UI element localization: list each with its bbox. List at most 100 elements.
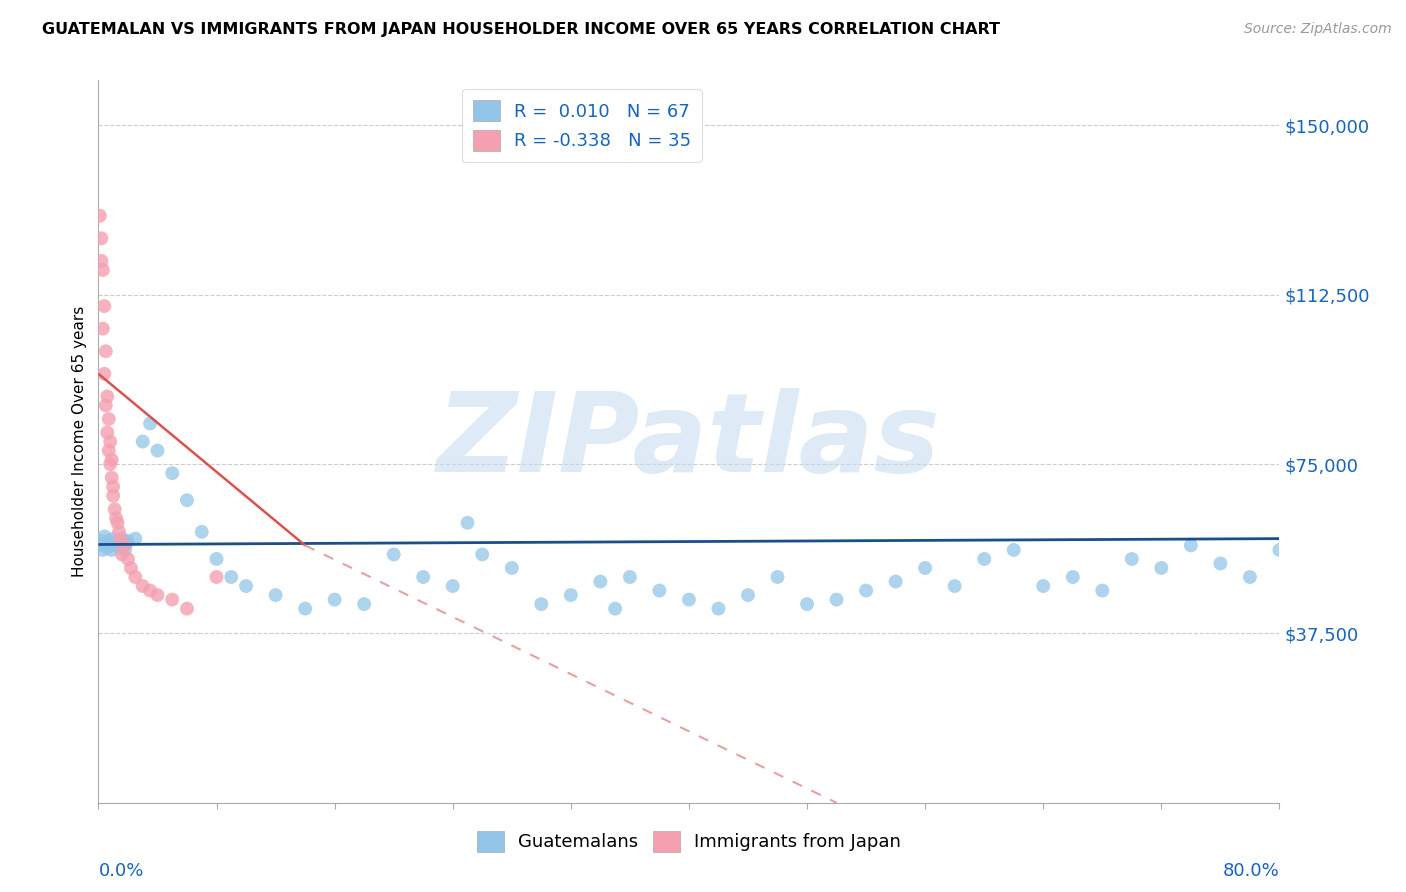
Text: ZIPatlas: ZIPatlas	[437, 388, 941, 495]
Point	[205, 570, 228, 584]
Legend: Guatemalans, Immigrants from Japan: Guatemalans, Immigrants from Japan	[470, 823, 908, 859]
Point	[943, 579, 966, 593]
Point	[605, 601, 627, 615]
Point	[93, 529, 115, 543]
Point	[90, 231, 112, 245]
Point	[97, 412, 120, 426]
Point	[124, 532, 146, 546]
Point	[114, 542, 136, 557]
Point	[97, 533, 120, 548]
Point	[100, 452, 122, 467]
Point	[176, 493, 198, 508]
Point	[294, 601, 316, 615]
Point	[103, 532, 125, 546]
Point	[766, 570, 789, 584]
Point	[648, 583, 671, 598]
Point	[707, 601, 730, 615]
Point	[103, 489, 125, 503]
Point	[560, 588, 582, 602]
Point	[1150, 561, 1173, 575]
Text: Source: ZipAtlas.com: Source: ZipAtlas.com	[1244, 22, 1392, 37]
Point	[973, 552, 995, 566]
Point	[1268, 542, 1291, 557]
Point	[205, 552, 228, 566]
Point	[530, 597, 553, 611]
Point	[91, 263, 114, 277]
Point	[90, 533, 112, 548]
Point	[94, 398, 117, 412]
Point	[110, 538, 132, 552]
Point	[471, 548, 494, 562]
Point	[117, 552, 139, 566]
Point	[412, 570, 434, 584]
Point	[115, 536, 138, 550]
Point	[441, 579, 464, 593]
Point	[98, 434, 121, 449]
Point	[103, 480, 125, 494]
Point	[110, 533, 132, 548]
Point	[96, 389, 118, 403]
Point	[1239, 570, 1261, 584]
Point	[107, 533, 129, 548]
Point	[139, 583, 162, 598]
Point	[94, 344, 117, 359]
Point	[221, 570, 243, 584]
Point	[1121, 552, 1143, 566]
Point	[91, 542, 114, 557]
Point	[90, 253, 112, 268]
Point	[501, 561, 523, 575]
Point	[825, 592, 848, 607]
Point	[89, 209, 111, 223]
Point	[108, 524, 131, 539]
Point	[1091, 583, 1114, 598]
Point	[108, 541, 131, 555]
Point	[132, 579, 155, 593]
Point	[146, 588, 169, 602]
Point	[884, 574, 907, 589]
Point	[104, 536, 127, 550]
Point	[98, 457, 121, 471]
Point	[914, 561, 936, 575]
Point	[93, 367, 115, 381]
Point	[104, 502, 127, 516]
Point	[98, 538, 121, 552]
Point	[132, 434, 155, 449]
Point	[120, 561, 142, 575]
Point	[457, 516, 479, 530]
Point	[796, 597, 818, 611]
Point	[124, 570, 146, 584]
Point	[111, 548, 134, 562]
Point	[162, 592, 183, 607]
Point	[100, 470, 122, 484]
Point	[117, 533, 139, 548]
Point	[105, 511, 128, 525]
Point	[93, 299, 115, 313]
Text: 0.0%: 0.0%	[98, 862, 143, 880]
Point	[97, 443, 120, 458]
Point	[1209, 557, 1232, 571]
Point	[737, 588, 759, 602]
Point	[96, 425, 118, 440]
Point	[382, 548, 405, 562]
Point	[1062, 570, 1084, 584]
Point	[191, 524, 214, 539]
Point	[1032, 579, 1054, 593]
Point	[264, 588, 287, 602]
Y-axis label: Householder Income Over 65 years: Householder Income Over 65 years	[72, 306, 87, 577]
Point	[1180, 538, 1202, 552]
Point	[1002, 542, 1025, 557]
Point	[353, 597, 375, 611]
Point	[619, 570, 641, 584]
Point	[112, 538, 135, 552]
Point	[105, 538, 128, 552]
Point	[678, 592, 700, 607]
Point	[855, 583, 877, 598]
Point	[94, 536, 117, 550]
Point	[176, 601, 198, 615]
Text: 80.0%: 80.0%	[1223, 862, 1279, 880]
Point	[100, 542, 122, 557]
Point	[91, 321, 114, 335]
Point	[114, 538, 136, 552]
Point	[323, 592, 346, 607]
Point	[96, 541, 118, 555]
